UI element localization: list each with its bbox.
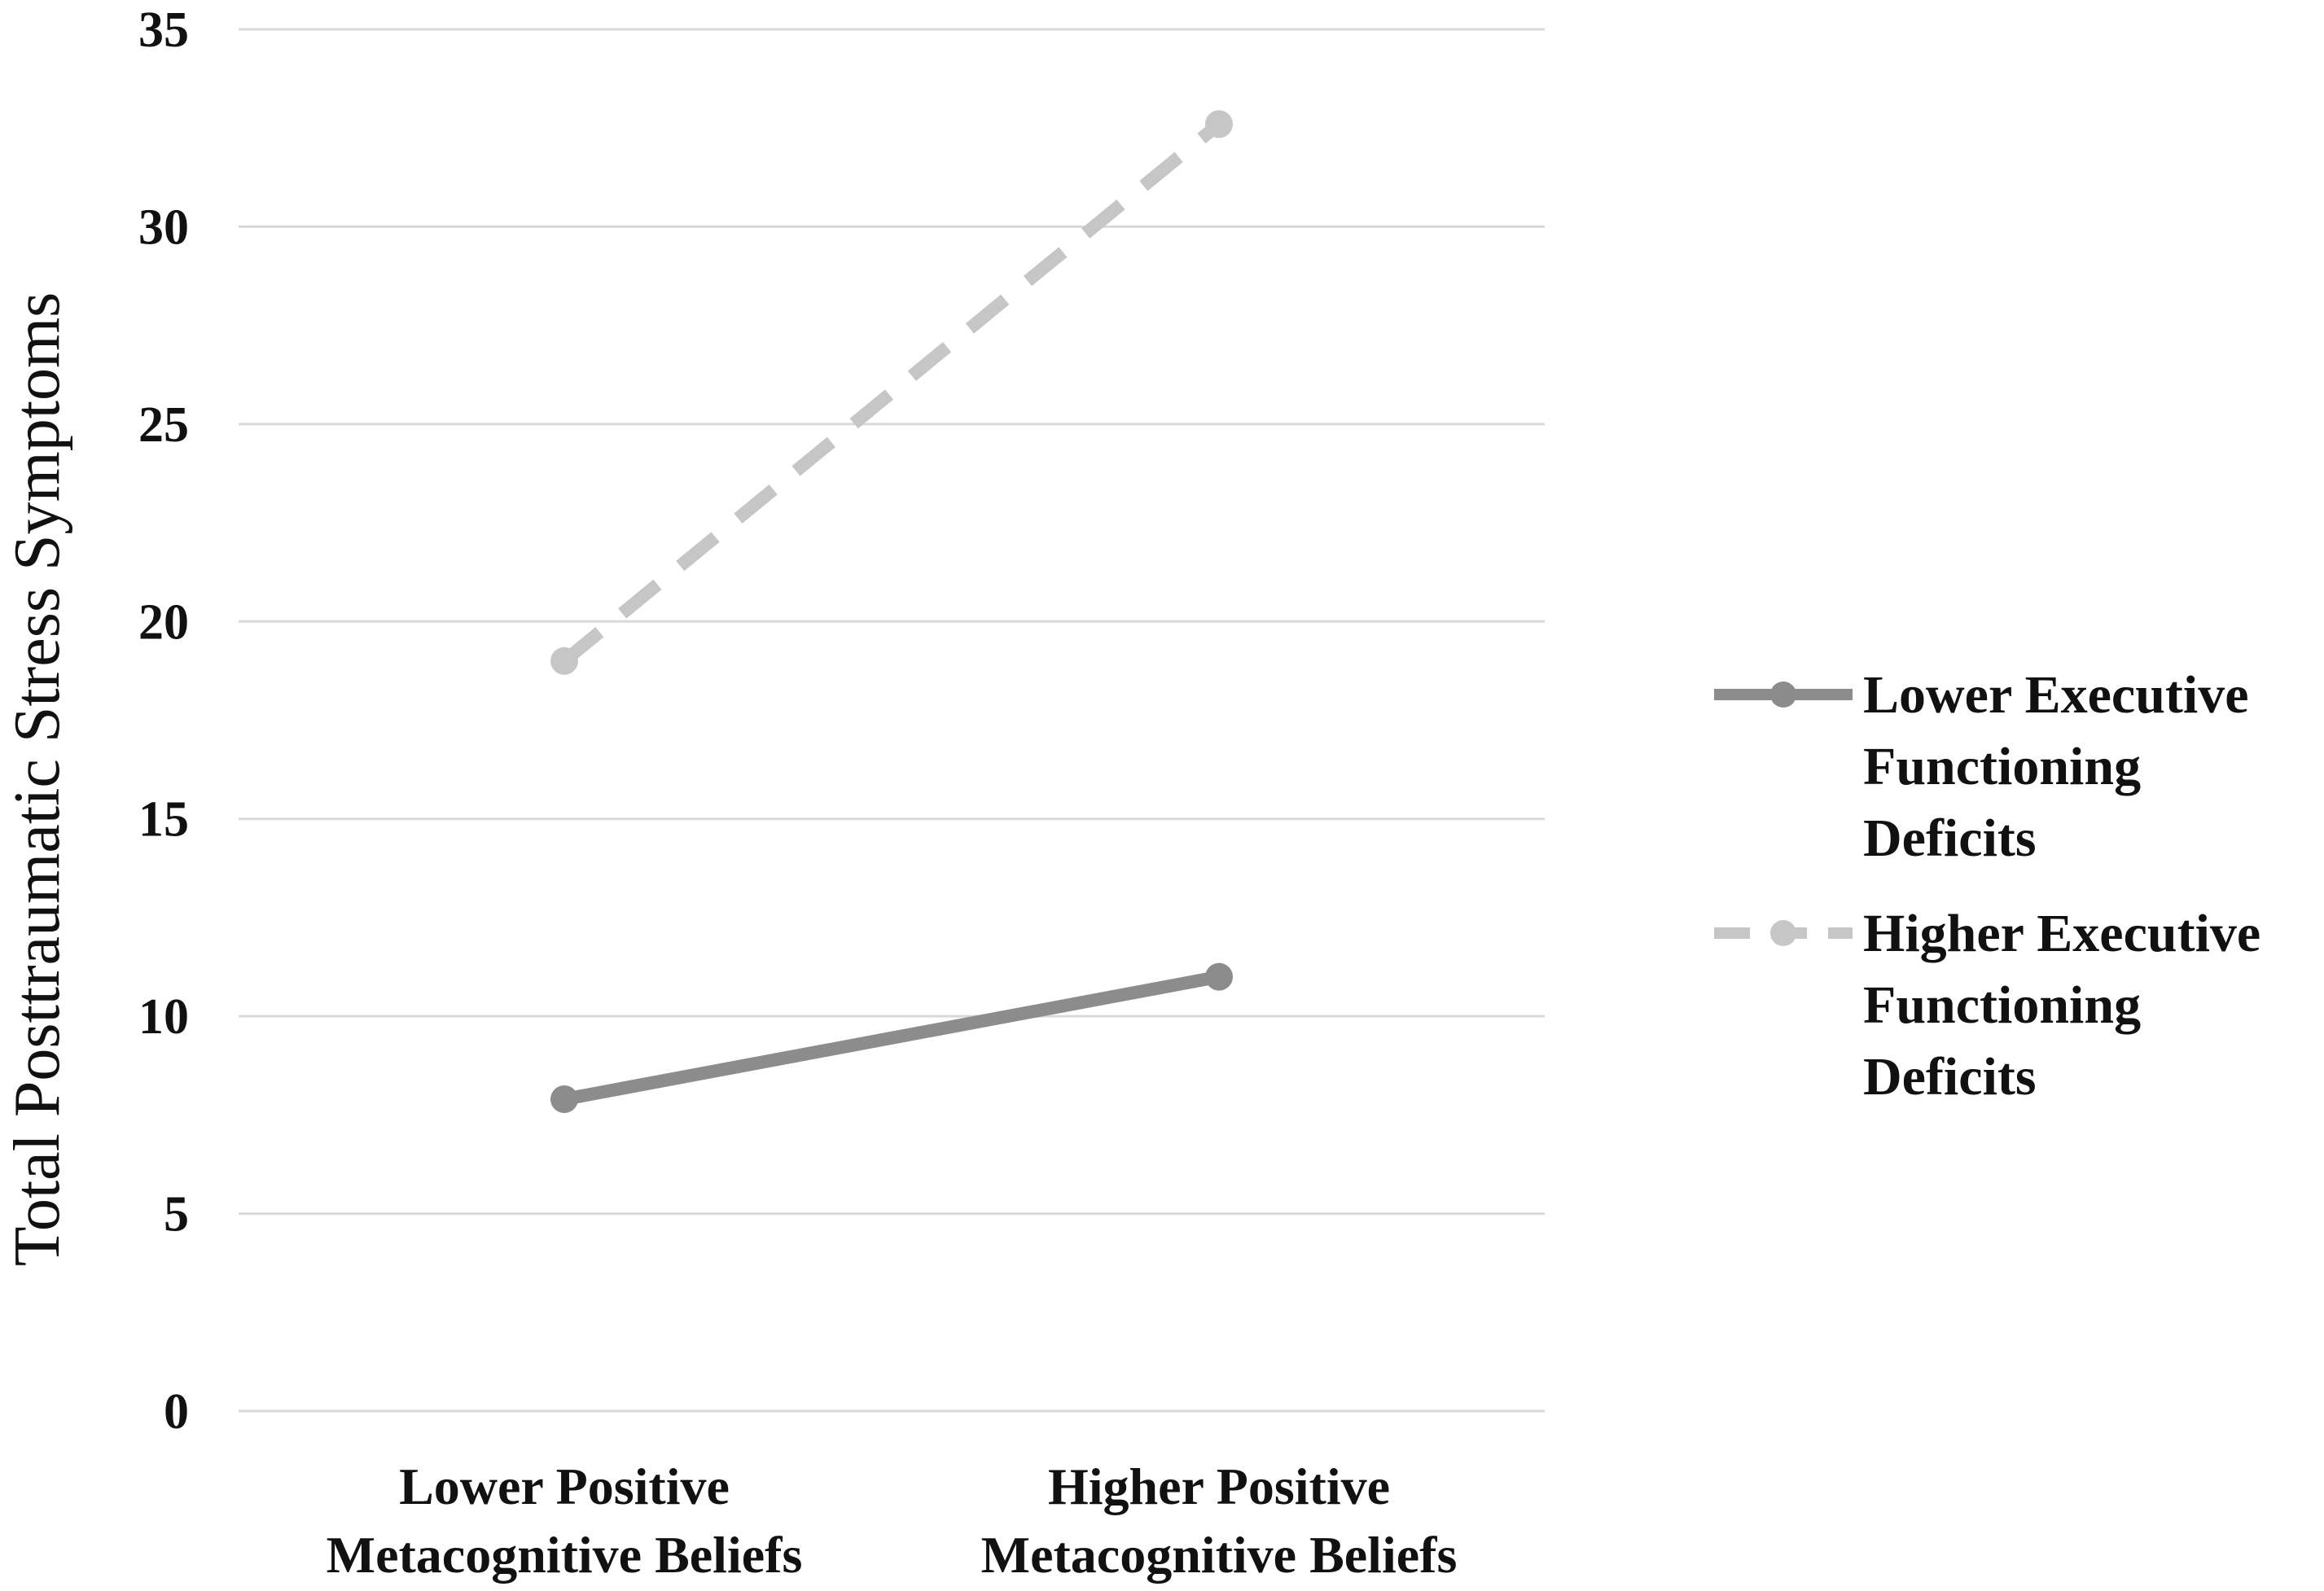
y-tick-label: 0 <box>164 1384 189 1440</box>
y-tick-label: 30 <box>138 199 189 255</box>
data-point <box>1205 962 1233 991</box>
y-tick-label: 5 <box>164 1187 189 1243</box>
legend-label-line: Deficits <box>1863 1047 2037 1107</box>
legend-label-line: Lower Executive <box>1863 665 2249 725</box>
x-category-label: Lower Positive Metacognitive Beliefs <box>327 1457 803 1584</box>
legend-label-line: Higher Executive <box>1863 904 2260 963</box>
legend-label-line: Deficits <box>1863 809 2037 868</box>
legend-label-line: Functioning <box>1863 737 2141 796</box>
y-axis-label: Total Posttraumatic Stress Symptoms <box>2 292 73 1267</box>
x-category-label-line: Lower Positive <box>399 1457 730 1515</box>
data-point <box>550 1085 578 1113</box>
series-line <box>559 119 1224 666</box>
data-point <box>1205 110 1233 138</box>
legend-label: Lower Executive Functioning Deficits <box>1863 665 2249 868</box>
legend-key-marker <box>1770 920 1796 946</box>
legend-label: Higher Executive Functioning Deficits <box>1863 904 2260 1107</box>
y-tick-label: 15 <box>138 792 189 848</box>
x-axis-categories: Lower Positive Metacognitive BeliefsHighe… <box>327 1457 1458 1584</box>
series-lines <box>550 110 1233 1113</box>
series-line <box>563 970 1221 1106</box>
x-category-label-line: Metacognitive Beliefs <box>981 1526 1458 1584</box>
legend: Lower Executive Functioning DeficitsHigher… <box>1714 665 2260 1107</box>
legend-label-line: Functioning <box>1863 975 2141 1035</box>
x-category-label: Higher Positive Metacognitive Beliefs <box>981 1457 1458 1584</box>
gridlines <box>239 28 1545 1413</box>
y-tick-label: 10 <box>138 989 189 1045</box>
y-tick-label: 25 <box>138 397 189 453</box>
y-tick-label: 20 <box>138 594 189 650</box>
x-category-label-line: Higher Positive <box>1048 1457 1390 1515</box>
legend-key-marker <box>1770 682 1796 708</box>
y-tick-label: 35 <box>138 2 189 58</box>
y-axis-ticks: 0 5 10 15 20 25 30 35 <box>138 2 189 1440</box>
x-category-label-line: Metacognitive Beliefs <box>327 1526 803 1584</box>
data-point <box>550 646 578 675</box>
